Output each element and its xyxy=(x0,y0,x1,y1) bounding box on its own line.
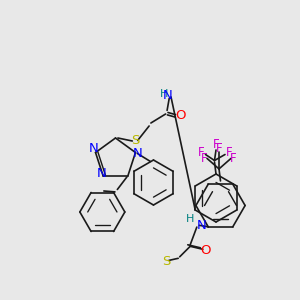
Text: F: F xyxy=(216,142,222,155)
Text: F: F xyxy=(201,152,208,165)
Text: N: N xyxy=(163,88,173,102)
Text: O: O xyxy=(175,109,186,122)
Text: N: N xyxy=(197,219,206,232)
Text: N: N xyxy=(133,147,143,160)
Text: H: H xyxy=(160,89,168,100)
Text: F: F xyxy=(230,152,237,165)
Text: F: F xyxy=(198,146,204,160)
Text: N: N xyxy=(89,142,99,155)
Text: H: H xyxy=(186,214,195,224)
Text: S: S xyxy=(131,134,139,148)
Text: N: N xyxy=(97,167,106,180)
Text: O: O xyxy=(200,244,211,257)
Text: F: F xyxy=(226,146,233,160)
Text: S: S xyxy=(162,255,170,268)
Text: F: F xyxy=(213,137,219,151)
